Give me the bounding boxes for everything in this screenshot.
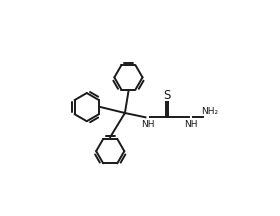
- Text: S: S: [163, 89, 171, 102]
- Text: NH: NH: [184, 120, 198, 129]
- Text: NH: NH: [141, 120, 155, 129]
- Text: NH₂: NH₂: [201, 107, 218, 116]
